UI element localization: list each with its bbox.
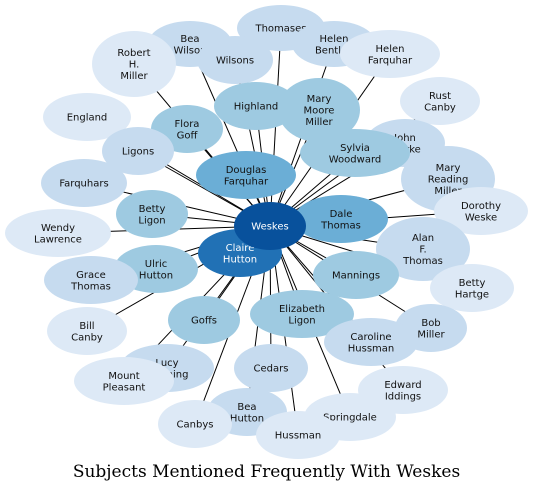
- node-highland-shape: [214, 82, 298, 130]
- node-betty-ligon: Betty Ligon: [116, 190, 188, 238]
- node-canbys-label: Canbys: [177, 420, 214, 431]
- node-mary-reading-miller-label: Mary Reading Miller: [428, 163, 469, 197]
- node-wendy-lawrence-shape: [5, 209, 111, 257]
- node-england-label: England: [67, 113, 108, 124]
- node-dorothy-weske-label: Dorothy Weske: [461, 201, 501, 224]
- node-caroline-hussman: Caroline Hussman: [324, 318, 418, 366]
- node-betty-hartge: Betty Hartge: [430, 264, 514, 312]
- node-ligons: Ligons: [102, 127, 174, 175]
- node-alan-f-thomas-label: Alan F. Thomas: [402, 233, 443, 267]
- node-grace-thomas-shape: [44, 256, 138, 304]
- node-mannings: Mannings: [313, 251, 399, 299]
- node-ulric-hutton-label: Ulric Hutton: [139, 259, 173, 282]
- node-dale-thomas-label: Dale Thomas: [320, 209, 361, 232]
- node-mount-pleasant-shape: [74, 357, 174, 405]
- node-douglas-farquhar-shape: [196, 151, 296, 199]
- node-sylvia-woodward-label: Sylvia Woodward: [329, 143, 381, 166]
- node-helen-farquhar-label: Helen Farquhar: [368, 44, 413, 67]
- node-bob-miller-label: Bob Miller: [417, 318, 445, 341]
- node-farquhars-shape: [41, 159, 127, 207]
- node-wendy-lawrence: Wendy Lawrence: [5, 209, 111, 257]
- node-betty-ligon-shape: [116, 190, 188, 238]
- node-goffs-label: Goffs: [191, 316, 217, 327]
- node-canbys-shape: [158, 400, 232, 448]
- node-helen-farquhar: Helen Farquhar: [340, 30, 440, 78]
- node-cedars: Cedars: [234, 344, 308, 392]
- node-center-weskes: Weskes: [234, 202, 306, 250]
- node-layer: Thomases Bea Wilson Helen Bentley Robert H. Mil…: [5, 5, 528, 459]
- node-highland: Highland: [214, 82, 298, 130]
- node-helen-bentley-label: Helen Bentley: [315, 34, 353, 57]
- node-hussman-label: Hussman: [275, 431, 321, 442]
- node-caroline-hussman-label: Caroline Hussman: [348, 332, 394, 355]
- node-dale-thomas: Dale Thomas: [294, 195, 388, 243]
- node-farquhars: Farquhars: [41, 159, 127, 207]
- node-douglas-farquhar-label: Douglas Farquhar: [224, 165, 269, 188]
- node-cedars-shape: [234, 344, 308, 392]
- node-elizabeth-ligon: Elizabeth Ligon: [250, 290, 354, 338]
- node-betty-ligon-label: Betty Ligon: [138, 204, 165, 227]
- node-dale-thomas-shape: [294, 195, 388, 243]
- node-rust-canby: Rust Canby: [400, 77, 480, 125]
- node-elizabeth-ligon-label: Elizabeth Ligon: [279, 304, 325, 327]
- node-goffs: Goffs: [168, 296, 240, 344]
- node-mary-moore-miller: Mary Moore Miller: [278, 78, 360, 142]
- node-grace-thomas-label: Grace Thomas: [70, 270, 111, 293]
- node-bea-hutton-label: Bea Hutton: [230, 402, 264, 425]
- node-claire-hutton-label: Claire Hutton: [223, 243, 257, 266]
- node-england-shape: [43, 93, 131, 141]
- diagram-caption: Subjects Mentioned Frequently With Weske…: [72, 462, 461, 482]
- node-ligons-label: Ligons: [122, 147, 154, 158]
- node-highland-label: Highland: [234, 102, 279, 113]
- node-thomases-label: Thomases: [254, 24, 306, 35]
- node-mary-moore-miller-shape: [278, 78, 360, 142]
- node-bill-canby-shape: [47, 307, 127, 355]
- node-alan-f-thomas-shape: [376, 217, 470, 281]
- node-bill-canby: Bill Canby: [47, 307, 127, 355]
- node-springdale-label: Springdale: [323, 413, 377, 424]
- node-sylvia-woodward-shape: [300, 129, 410, 177]
- node-douglas-farquhar: Douglas Farquhar: [196, 151, 296, 199]
- node-bill-canby-label: Bill Canby: [71, 321, 103, 344]
- node-farquhars-label: Farquhars: [59, 179, 108, 190]
- node-robert-h-miller-label: Robert H. Miller: [117, 48, 150, 82]
- node-wendy-lawrence-label: Wendy Lawrence: [34, 223, 82, 246]
- node-mount-pleasant: Mount Pleasant: [74, 357, 174, 405]
- node-grace-thomas: Grace Thomas: [44, 256, 138, 304]
- node-goffs-shape: [168, 296, 240, 344]
- node-mount-pleasant-label: Mount Pleasant: [103, 371, 146, 394]
- node-england: England: [43, 93, 131, 141]
- node-elizabeth-ligon-shape: [250, 290, 354, 338]
- node-helen-farquhar-shape: [340, 30, 440, 78]
- node-rust-canby-shape: [400, 77, 480, 125]
- node-hussman: Hussman: [256, 411, 340, 459]
- node-cedars-label: Cedars: [254, 364, 289, 375]
- node-wilsons: Wilsons: [197, 36, 273, 84]
- center-node-shape: [234, 202, 306, 250]
- node-mary-moore-miller-label: Mary Moore Miller: [304, 94, 335, 128]
- node-wilsons-label: Wilsons: [216, 56, 254, 67]
- node-wilsons-shape: [197, 36, 273, 84]
- node-edward-iddings-label: Edward Iddings: [384, 380, 421, 403]
- node-mannings-label: Mannings: [332, 271, 380, 282]
- node-dorothy-weske: Dorothy Weske: [434, 187, 528, 235]
- node-betty-hartge-label: Betty Hartge: [455, 278, 489, 301]
- node-rust-canby-label: Rust Canby: [424, 91, 456, 114]
- center-node-label: Weskes: [251, 222, 288, 233]
- node-canbys: Canbys: [158, 400, 232, 448]
- node-betty-hartge-shape: [430, 264, 514, 312]
- node-sylvia-woodward: Sylvia Woodward: [300, 129, 410, 177]
- node-robert-h-miller-shape: [92, 31, 176, 97]
- node-dorothy-weske-shape: [434, 187, 528, 235]
- node-flora-goff-label: Flora Goff: [175, 119, 200, 142]
- node-robert-h-miller: Robert H. Miller: [92, 31, 176, 97]
- node-bea-wilson-label: Bea Wilson: [174, 34, 207, 57]
- node-alan-f-thomas: Alan F. Thomas: [376, 217, 470, 281]
- node-ligons-shape: [102, 127, 174, 175]
- node-mannings-shape: [313, 251, 399, 299]
- network-diagram: Thomases Bea Wilson Helen Bentley Robert H. Mil…: [5, 5, 528, 459]
- node-caroline-hussman-shape: [324, 318, 418, 366]
- node-hussman-shape: [256, 411, 340, 459]
